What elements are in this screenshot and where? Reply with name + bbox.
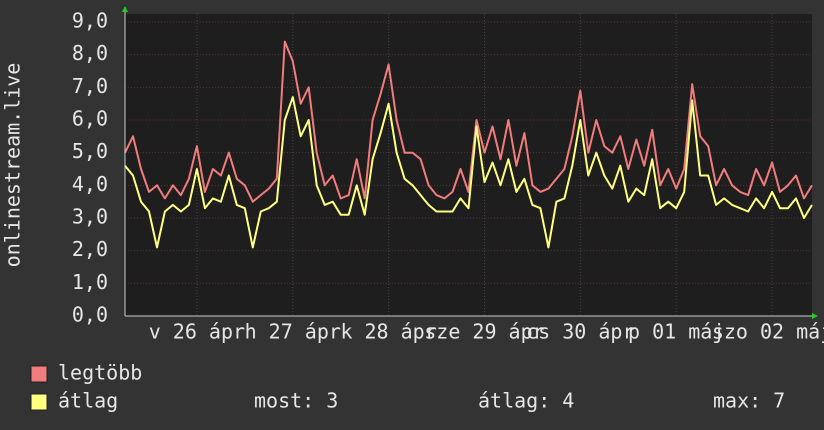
legend-label: átlag	[58, 389, 118, 413]
x-axis-arrow	[812, 313, 818, 319]
stat-value: 7	[773, 389, 785, 413]
stat-value: 3	[326, 389, 338, 413]
x-tick-label: cs 30 ápr	[526, 320, 634, 344]
x-tick-label: sze 29 ápr	[424, 320, 544, 344]
y-tick-label: 2,0	[72, 237, 108, 261]
y-axis-arrow	[122, 6, 128, 12]
series-line	[124, 96, 813, 249]
stat-label: átlag:	[478, 389, 550, 413]
lines	[124, 40, 813, 249]
y-tick-label: 1,0	[72, 270, 108, 294]
y-tick-label: 3,0	[72, 205, 108, 229]
plot-area	[125, 14, 812, 316]
x-tick-label: szo 02 máj	[712, 320, 824, 344]
stat-label: most:	[254, 389, 314, 413]
labels: 0,0 1,0 2,0 3,0 4,0 5,0 6,0 7,0 8,0 9,0 v 26 ápr h …	[30, 9, 824, 413]
x-tick-label: p 01 máj	[628, 320, 724, 344]
x-tick-label: k 28 ápr	[340, 320, 436, 344]
y-tick-label: 9,0	[72, 9, 108, 33]
legend-label: legtöbb	[58, 361, 142, 385]
stat-value: 4	[562, 389, 574, 413]
legend-swatch	[30, 393, 48, 411]
y-tick-label: 7,0	[72, 74, 108, 98]
legend-swatch	[30, 365, 48, 383]
x-tick-label: v 26 ápr	[149, 320, 245, 344]
y-tick-label: 0,0	[72, 303, 108, 327]
y-axis-label: onlinestream.live	[1, 63, 25, 268]
stat-label: max:	[713, 389, 761, 413]
series-line	[124, 40, 813, 203]
x-tick-label: h 27 ápr	[245, 320, 341, 344]
y-tick-label: 5,0	[72, 139, 108, 163]
y-tick-label: 8,0	[72, 41, 108, 65]
y-tick-label: 6,0	[72, 107, 108, 131]
y-tick-label: 4,0	[72, 172, 108, 196]
